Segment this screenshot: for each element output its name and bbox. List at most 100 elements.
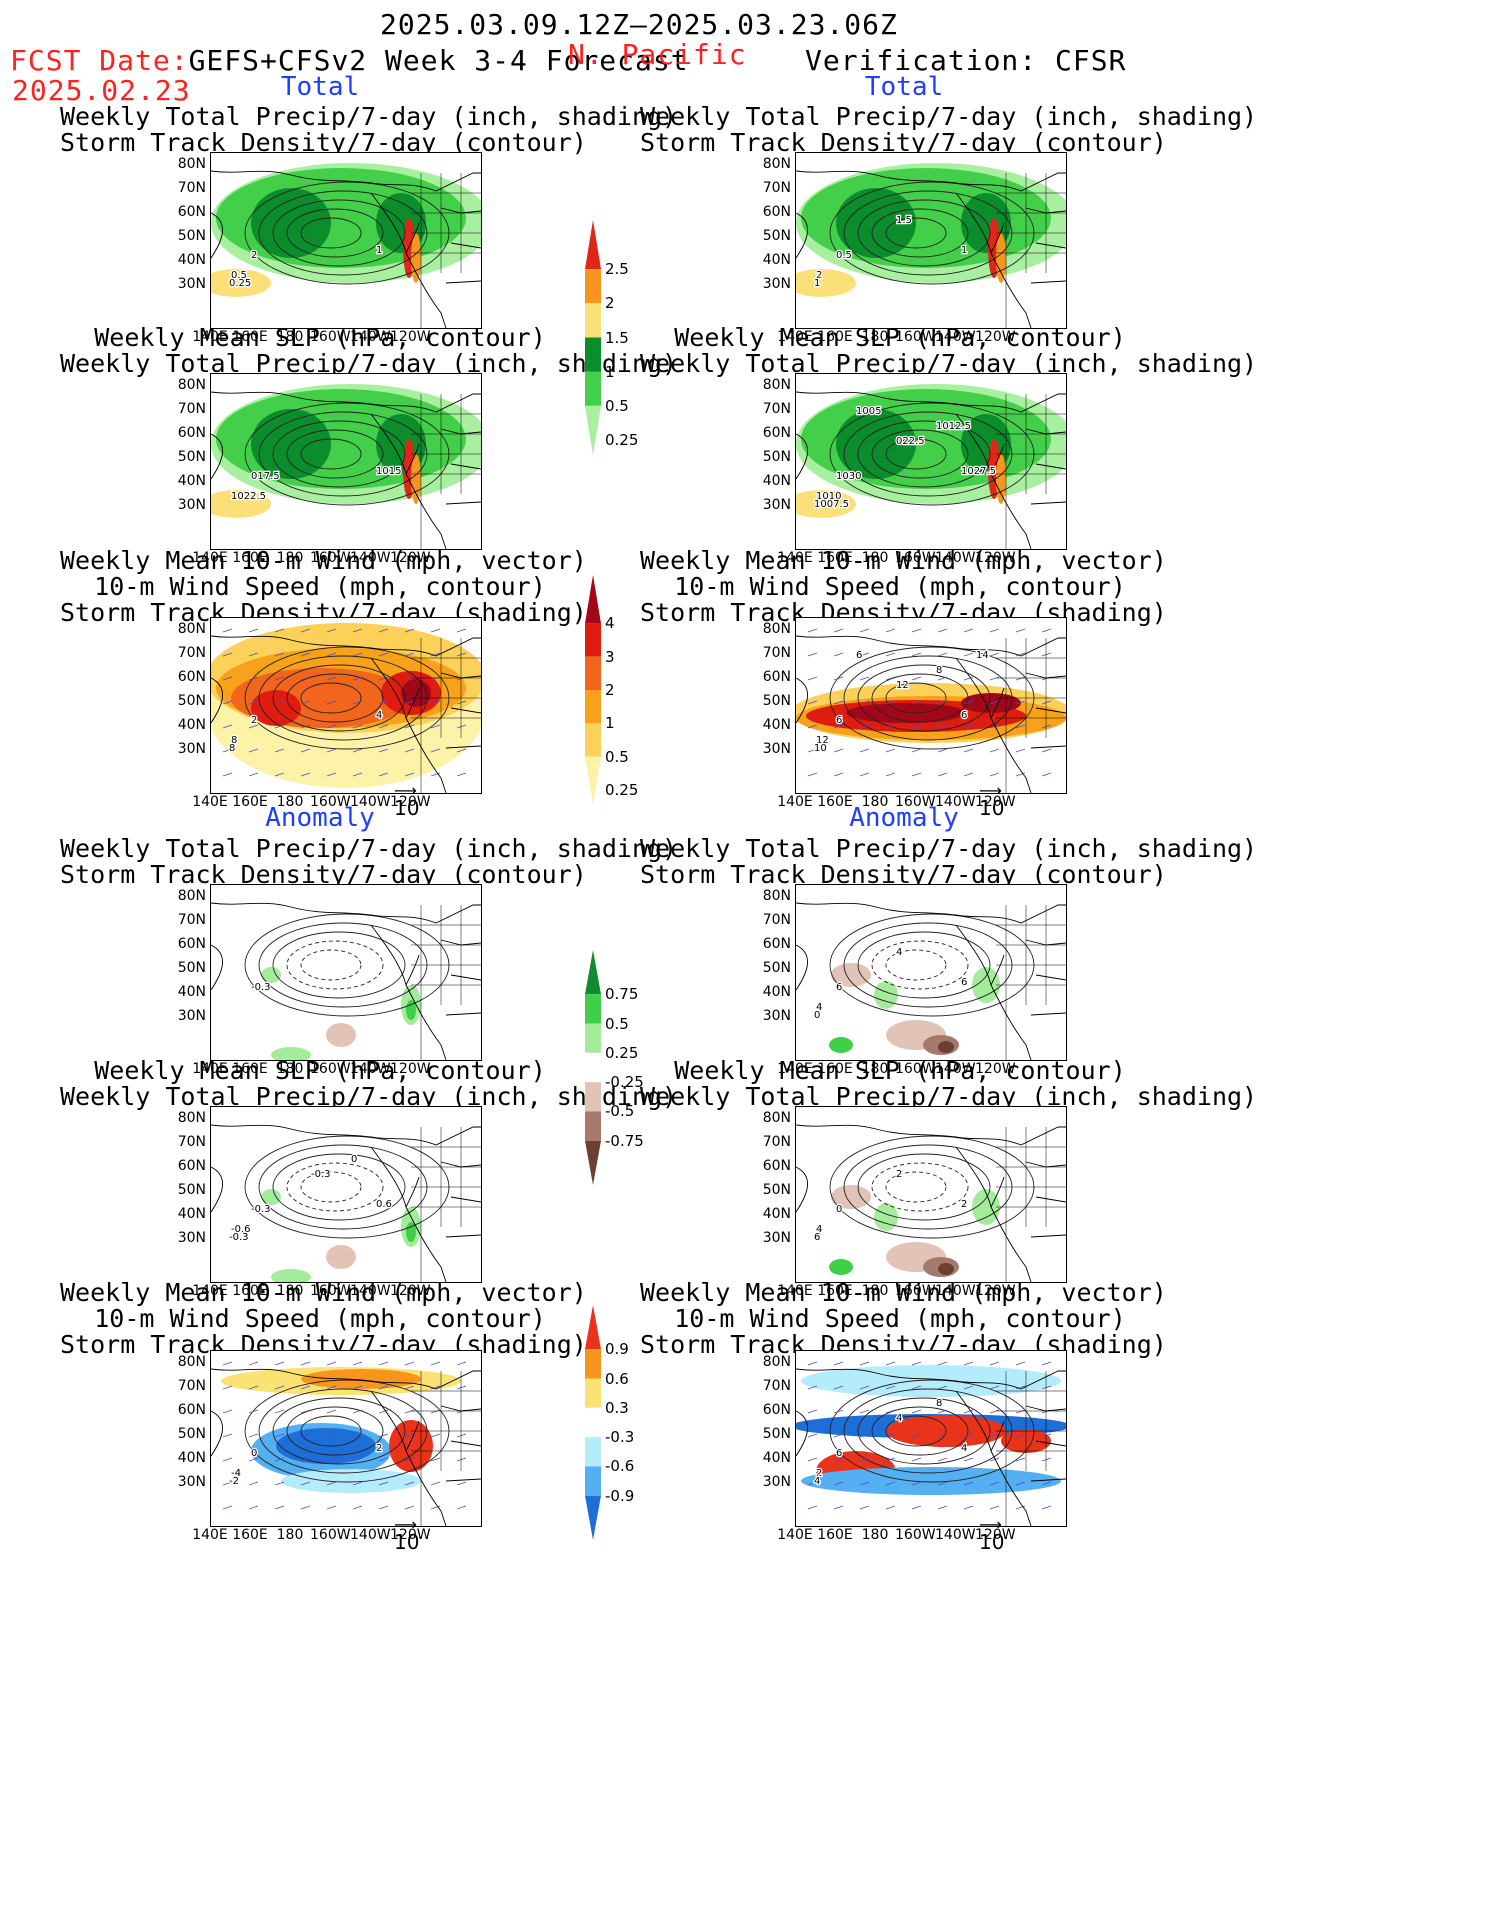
wind-vector <box>326 1433 337 1438</box>
wind-vector <box>378 1433 389 1438</box>
wind-vector <box>1015 748 1026 753</box>
wind-vector <box>1041 628 1052 633</box>
map-canvas: 2 4 88 <box>211 623 481 793</box>
colorbar-label: 0.6 <box>605 1369 629 1388</box>
wind-vector <box>430 1457 441 1462</box>
state-boundaries <box>411 1127 481 1282</box>
title-p9: Weekly Mean 10-m Wind (mph, vector) 10-m … <box>60 1278 587 1359</box>
wind-vector <box>274 748 285 753</box>
colorbar-segment <box>585 371 601 406</box>
title-p7: Weekly Total Precip/7-day (inch, shading… <box>60 834 678 889</box>
wind-vector <box>300 724 311 729</box>
wind-vector <box>222 628 233 633</box>
wind-vector <box>378 676 389 681</box>
wind-vector <box>326 1409 337 1414</box>
colorbar-storm-anom: 0.9 0.6 0.3 -0.3 -0.6 -0.9 <box>585 1305 645 1540</box>
contour-label: -0.3 <box>251 982 271 993</box>
contour-label: 1007.5 <box>814 499 849 510</box>
contour-label: -0.3 <box>251 1204 271 1215</box>
contour-line <box>300 217 362 249</box>
contour-label: -2 <box>229 1476 239 1487</box>
colorbar-precip-total: 2.5 2 1.5 1 0.5 0.25 <box>585 220 645 455</box>
lon-tick-label: 160W <box>310 794 351 810</box>
lat-tick-label: 80N <box>762 156 791 172</box>
wind-vector <box>274 724 285 729</box>
wind-vector <box>859 724 870 729</box>
colorbar-segment <box>585 1437 601 1467</box>
wind-vector <box>248 748 259 753</box>
forecast-info: FCST Date:GEFS+CFSv2 Week 3-4 Forecast <box>10 44 689 77</box>
wind-vector <box>911 628 922 633</box>
lon-tick-label: 140W <box>935 1283 976 1299</box>
wind-vector <box>1015 1409 1026 1414</box>
colorbar-segment <box>585 623 601 657</box>
wind-vector <box>1041 1481 1052 1486</box>
colorbar-label: -0.3 <box>605 1428 635 1447</box>
shading-region <box>411 233 421 283</box>
contour-label: 022.5 <box>896 436 925 447</box>
wind-vector <box>885 1409 896 1414</box>
shading-region <box>831 963 871 987</box>
wind-vector <box>937 676 948 681</box>
wind-vector <box>456 1385 467 1390</box>
wind-vector <box>1041 652 1052 657</box>
contour-label: 8 <box>229 743 235 754</box>
map-canvas: 017.5 1015 1022.5 <box>211 384 481 549</box>
wind-vector <box>833 1409 844 1414</box>
map-canvas: 2 1 0.50.25 <box>211 163 481 328</box>
lat-tick-label: 60N <box>177 669 206 685</box>
wind-vector <box>885 1505 896 1510</box>
colorbar-svg <box>585 1305 601 1540</box>
shading-region <box>389 1420 433 1472</box>
lon-tick-label: 160E <box>817 1527 853 1543</box>
shading-region <box>261 1189 281 1205</box>
wind-vector <box>911 1385 922 1390</box>
colorbar-label: 0.25 <box>605 431 639 449</box>
wind-vector <box>963 1409 974 1414</box>
wind-vector <box>300 1385 311 1390</box>
contour-line <box>286 940 384 990</box>
lon-tick-label: 140W <box>935 550 976 566</box>
lon-tick-label: 180 <box>861 1061 889 1077</box>
wind-vector <box>937 772 948 777</box>
contour-label: -0.3 <box>229 1232 249 1243</box>
contour-label: 4 <box>896 1413 902 1424</box>
wind-vector <box>248 724 259 729</box>
lat-tick-label: 30N <box>177 1230 206 1246</box>
wind-vector <box>989 652 1000 657</box>
lat-tick-label: 60N <box>762 425 791 441</box>
wind-vector <box>807 652 818 657</box>
vector-arrow-icon: ⟶ <box>979 781 1002 800</box>
shading-region <box>261 967 281 983</box>
lon-tick-label: 120W <box>390 1061 431 1077</box>
contour-line <box>272 420 406 488</box>
lat-tick-label: 70N <box>177 180 206 196</box>
contour-line <box>272 1153 406 1221</box>
lon-tick-label: 160W <box>310 329 351 345</box>
wind-vector <box>326 748 337 753</box>
state-boundaries <box>411 173 481 328</box>
lon-tick-label: 180 <box>861 329 889 345</box>
shading-region <box>281 1469 421 1493</box>
lon-tick-label: 140E <box>192 1527 228 1543</box>
shading-region <box>406 1222 416 1242</box>
wind-vector <box>1015 652 1026 657</box>
contour-label: 1022.5 <box>231 491 266 502</box>
lon-tick-label: 160E <box>817 1061 853 1077</box>
contour-line <box>885 949 947 981</box>
contour-line <box>857 664 991 732</box>
contour-label: 2 <box>961 1199 967 1210</box>
lon-tick-label: 180 <box>276 794 304 810</box>
contour-label: 1 <box>814 278 820 289</box>
lon-tick-label: 160W <box>895 550 936 566</box>
map-canvas: -0.3 <box>211 902 481 1060</box>
wind-vector <box>963 676 974 681</box>
wind-vector <box>404 724 415 729</box>
shading-region <box>411 454 421 504</box>
wind-vector <box>937 748 948 753</box>
contour-line <box>857 931 991 999</box>
contour-line <box>300 1415 362 1447</box>
shading-region <box>938 1041 954 1053</box>
wind-vector <box>937 1409 948 1414</box>
colorbar-label: 0.5 <box>605 747 629 766</box>
